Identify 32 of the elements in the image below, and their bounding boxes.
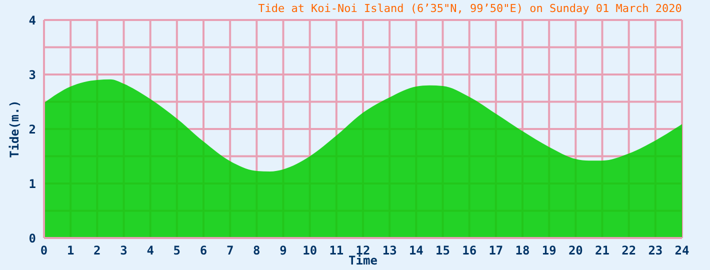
x-axis-title: Time: [348, 254, 378, 268]
y-tick-label: 1: [28, 176, 36, 191]
y-tick-label: 3: [28, 68, 36, 82]
x-tick-label: 19: [542, 244, 556, 258]
x-tick-label: 9: [280, 244, 287, 258]
x-tick-label: 0: [40, 244, 48, 258]
x-tick-label: 4: [146, 244, 154, 258]
y-tick-label: 0: [28, 231, 36, 246]
y-axis-title: Tide(m.): [7, 100, 22, 158]
chart-title: Tide at Koi-Noi Island (6’35"N, 99’50"E) on Sunday 01 March 2020: [257, 2, 683, 15]
x-tick-label: 2: [94, 244, 101, 258]
x-tick-label: 23: [648, 244, 663, 258]
x-tick-label: 5: [173, 244, 181, 258]
x-tick-label: 20: [568, 244, 583, 258]
x-tick-label: 1: [66, 244, 74, 258]
x-tick-label: 15: [436, 244, 450, 258]
x-tick-label: 8: [253, 244, 260, 258]
x-tick-label: 13: [382, 244, 397, 258]
x-tick-label: 18: [515, 244, 530, 258]
y-tick-label: 2: [28, 122, 36, 136]
x-tick-label: 10: [302, 244, 318, 258]
x-tick-label: 21: [595, 244, 610, 258]
x-tick-label: 3: [120, 244, 128, 258]
y-tick-label: 4: [28, 13, 36, 28]
x-tick-label: 14: [408, 244, 424, 258]
x-tick-label: 11: [329, 244, 344, 258]
x-tick-label: 22: [622, 244, 636, 258]
x-tick-label: 24: [674, 244, 690, 258]
x-tick-label: 7: [226, 244, 234, 258]
x-tick-label: 16: [462, 244, 477, 258]
x-tick-label: 17: [488, 244, 504, 258]
x-tick-label: 6: [200, 244, 208, 258]
